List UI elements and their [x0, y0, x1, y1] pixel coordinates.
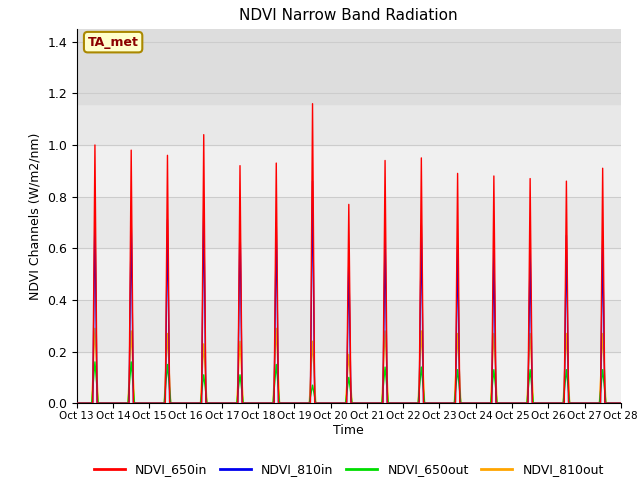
Bar	[77, 29, 621, 104]
Bar	[77, 29, 621, 104]
Text: TA_met: TA_met	[88, 36, 138, 48]
Bar	[77, 42, 621, 93]
Bar	[77, 248, 621, 300]
Bar	[77, 93, 621, 145]
Bar	[77, 351, 621, 403]
Bar	[77, 300, 621, 351]
Y-axis label: NDVI Channels (W/m2/nm): NDVI Channels (W/m2/nm)	[29, 132, 42, 300]
Legend: NDVI_650in, NDVI_810in, NDVI_650out, NDVI_810out: NDVI_650in, NDVI_810in, NDVI_650out, NDV…	[89, 458, 609, 480]
X-axis label: Time: Time	[333, 424, 364, 437]
Title: NDVI Narrow Band Radiation: NDVI Narrow Band Radiation	[239, 9, 458, 24]
Bar	[77, 197, 621, 248]
Bar	[77, 145, 621, 197]
